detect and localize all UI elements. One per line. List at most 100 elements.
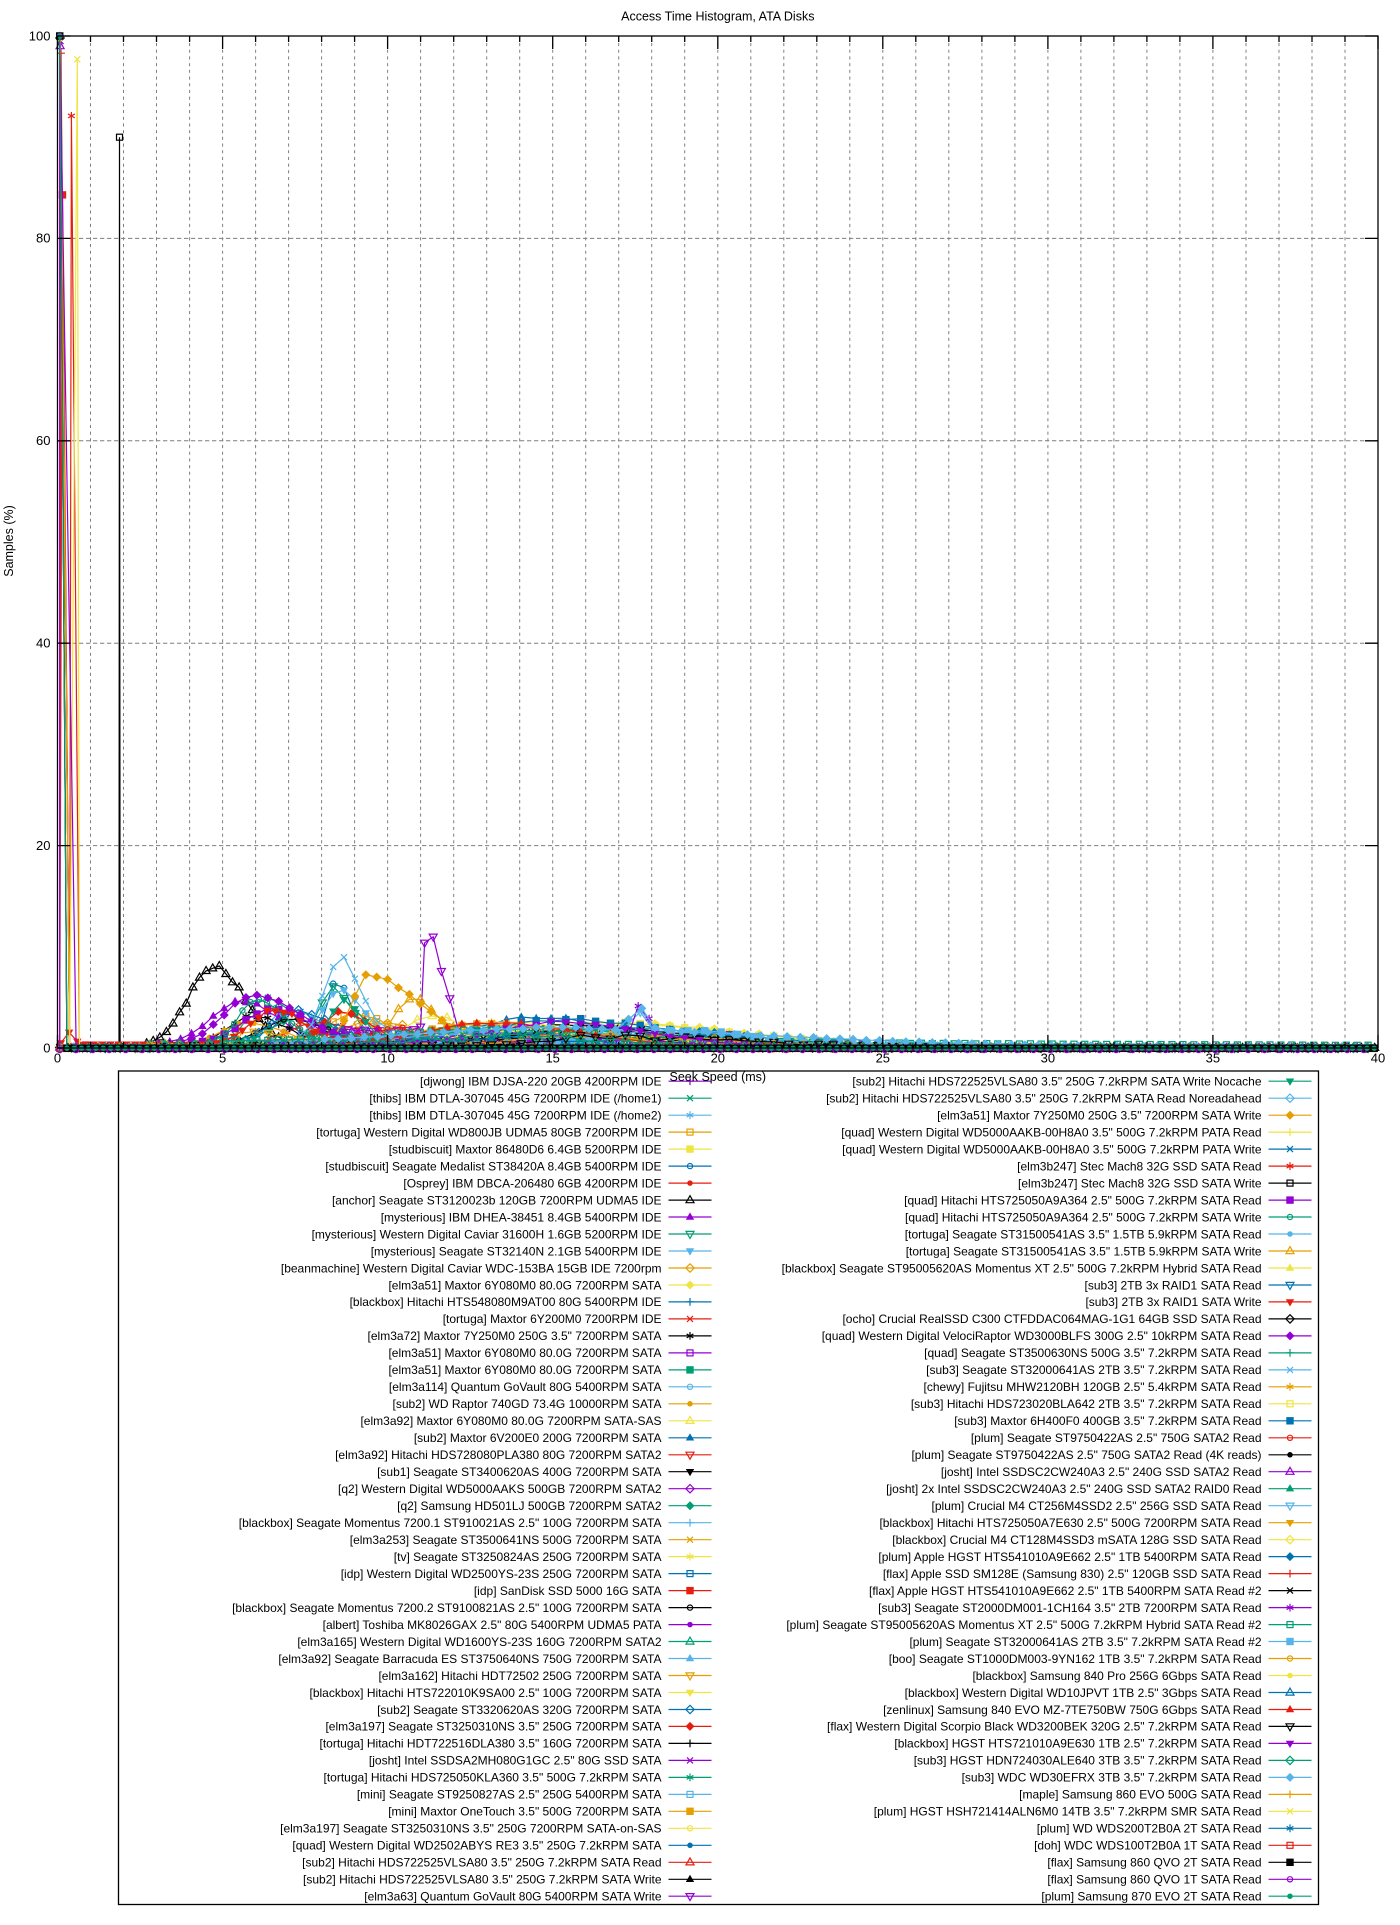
svg-text:[flax] Samsung 860 QVO 2T SATA: [flax] Samsung 860 QVO 2T SATA Read <box>1047 1856 1261 1870</box>
svg-text:[sub3] 2TB 3x RAID1 SATA Write: [sub3] 2TB 3x RAID1 SATA Write <box>1085 1295 1261 1309</box>
svg-text:40: 40 <box>1371 1051 1385 1066</box>
svg-text:[mini] Maxtor OneTouch 3.5" 50: [mini] Maxtor OneTouch 3.5" 500G 7200RPM… <box>388 1805 661 1819</box>
svg-text:[sub1] Seagate ST3400620AS 400: [sub1] Seagate ST3400620AS 400G 7200RPM … <box>377 1465 661 1479</box>
svg-text:[quad] Western Digital WD5000A: [quad] Western Digital WD5000AAKB-00H8A0… <box>842 1142 1262 1156</box>
svg-text:[elm3a51] Maxtor 7Y250M0 250G: [elm3a51] Maxtor 7Y250M0 250G 3.5" 7200R… <box>937 1109 1262 1123</box>
svg-text:[elm3a92] Hitachi HDS728080PLA: [elm3a92] Hitachi HDS728080PLA380 80G 72… <box>335 1448 662 1462</box>
svg-text:[sub2] Maxtor 6V200E0 200G 720: [sub2] Maxtor 6V200E0 200G 7200RPM SATA <box>414 1431 662 1445</box>
svg-text:40: 40 <box>36 636 50 651</box>
svg-text:[elm3a92] Maxtor 6Y080M0 80.0G: [elm3a92] Maxtor 6Y080M0 80.0G 7200RPM S… <box>360 1414 661 1428</box>
svg-text:[josht] 2x Intel SSDSC2CW240A3: [josht] 2x Intel SSDSC2CW240A3 2.5" 240G… <box>886 1482 1261 1496</box>
svg-text:[tv] Seagate ST3250824AS 250G: [tv] Seagate ST3250824AS 250G 7200RPM SA… <box>394 1550 662 1564</box>
svg-text:[plum] HGST HSH721414ALN6M0 14: [plum] HGST HSH721414ALN6M0 14TB 3.5" 7.… <box>874 1805 1262 1819</box>
svg-text:[sub3] 2TB 3x RAID1 SATA Read: [sub3] 2TB 3x RAID1 SATA Read <box>1085 1278 1262 1292</box>
svg-text:10: 10 <box>380 1051 394 1066</box>
svg-text:[q2] Samsung HD501LJ 500GB 720: [q2] Samsung HD501LJ 500GB 7200RPM SATA2 <box>397 1499 662 1513</box>
svg-text:[plum] WD WDS200T2B0A 2T SATA: [plum] WD WDS200T2B0A 2T SATA Read <box>1037 1822 1262 1836</box>
svg-text:[sub3] Hitachi HDS723020BLA642: [sub3] Hitachi HDS723020BLA642 2TB 3.5" … <box>911 1397 1262 1411</box>
svg-text:[sub2] Hitachi HDS722525VLSA80: [sub2] Hitachi HDS722525VLSA80 3.5" 250G… <box>852 1075 1261 1089</box>
svg-text:[quad] Western Digital WD5000A: [quad] Western Digital WD5000AAKB-00H8A0… <box>841 1125 1261 1139</box>
svg-text:[elm3a51] Maxtor 6Y080M0 80.0G: [elm3a51] Maxtor 6Y080M0 80.0G 7200RPM S… <box>388 1363 661 1377</box>
svg-text:[anchor] Seagate ST3120023b 12: [anchor] Seagate ST3120023b 120GB 7200RP… <box>332 1193 662 1207</box>
svg-text:[quad] Hitachi HTS725050A9A364: [quad] Hitachi HTS725050A9A364 2.5" 500G… <box>904 1193 1261 1207</box>
svg-text:[plum] Samsung 870 EVO 2T SATA: [plum] Samsung 870 EVO 2T SATA Read <box>1041 1890 1261 1904</box>
svg-text:[q2] Western Digital WD5000AAK: [q2] Western Digital WD5000AAKS 500GB 72… <box>338 1482 662 1496</box>
svg-text:[quad] Hitachi HTS725050A9A364: [quad] Hitachi HTS725050A9A364 2.5" 500G… <box>905 1210 1262 1224</box>
svg-text:[plum] Seagate ST32000641AS 2T: [plum] Seagate ST32000641AS 2TB 3.5" 7.2… <box>909 1635 1261 1649</box>
svg-text:[elm3a51] Maxtor 6Y080M0 80.0G: [elm3a51] Maxtor 6Y080M0 80.0G 7200RPM S… <box>388 1346 661 1360</box>
svg-text:[maple] Samsung 860 EVO 500G S: [maple] Samsung 860 EVO 500G SATA Read <box>1019 1788 1261 1802</box>
svg-text:[ocho] Crucial RealSSD C300 CT: [ocho] Crucial RealSSD C300 CTFDDAC064MA… <box>842 1312 1261 1326</box>
svg-text:[mysterious] Western Digital C: [mysterious] Western Digital Caviar 3160… <box>312 1227 662 1241</box>
svg-text:[elm3a165] Western Digital WD1: [elm3a165] Western Digital WD1600YS-23S … <box>297 1635 662 1649</box>
svg-text:[sub2] Seagate ST3320620AS 320: [sub2] Seagate ST3320620AS 320G 7200RPM … <box>377 1703 661 1717</box>
svg-text:Access Time Histogram, ATA Dis: Access Time Histogram, ATA Disks <box>621 9 814 23</box>
svg-text:[tortuga] Seagate ST31500541AS: [tortuga] Seagate ST31500541AS 3.5" 1.5T… <box>906 1244 1262 1258</box>
svg-text:[mysterious] IBM DHEA-38451 8.: [mysterious] IBM DHEA-38451 8.4GB 5400RP… <box>381 1210 662 1224</box>
svg-text:[plum] Seagate ST9750422AS 2.5: [plum] Seagate ST9750422AS 2.5" 750G SAT… <box>911 1448 1261 1462</box>
svg-text:[elm3a114] Quantum GoVault 80G: [elm3a114] Quantum GoVault 80G 5400RPM S… <box>389 1380 662 1394</box>
svg-text:[sub3] Seagate ST32000641AS 2T: [sub3] Seagate ST32000641AS 2TB 3.5" 7.2… <box>926 1363 1261 1377</box>
svg-text:[tortuga] Hitachi HDS725050KLA: [tortuga] Hitachi HDS725050KLA360 3.5" 5… <box>324 1771 662 1785</box>
svg-text:20: 20 <box>711 1051 725 1066</box>
svg-text:[plum] Crucial M4 CT256M4SSD2: [plum] Crucial M4 CT256M4SSD2 2.5" 256G … <box>932 1499 1262 1513</box>
svg-text:[Osprey] IBM DBCA-206480 6GB 4: [Osprey] IBM DBCA-206480 6GB 4200RPM IDE <box>403 1176 661 1190</box>
svg-text:[sub2] Hitachi HDS722525VLSA80: [sub2] Hitachi HDS722525VLSA80 3.5" 250G… <box>826 1092 1261 1106</box>
svg-text:[sub3] HGST HDN724030ALE640 3T: [sub3] HGST HDN724030ALE640 3TB 3.5" 7.2… <box>914 1754 1262 1768</box>
svg-text:[boo] Seagate ST1000DM003-9YN1: [boo] Seagate ST1000DM003-9YN162 1TB 3.5… <box>889 1652 1262 1666</box>
svg-text:[sub2] Hitachi HDS722525VLSA80: [sub2] Hitachi HDS722525VLSA80 3.5" 250G… <box>303 1873 662 1887</box>
svg-text:[blackbox] Hitachi HTS725050A7: [blackbox] Hitachi HTS725050A7E630 2.5" … <box>879 1516 1261 1530</box>
svg-text:25: 25 <box>876 1051 890 1066</box>
svg-text:[tortuga] Hitachi HDT722516DLA: [tortuga] Hitachi HDT722516DLA380 3.5" 1… <box>320 1737 662 1751</box>
svg-text:[mini] Seagate ST9250827AS 2.5: [mini] Seagate ST9250827AS 2.5" 250G 540… <box>357 1788 662 1802</box>
svg-text:[blackbox] Western Digital WD1: [blackbox] Western Digital WD10JPVT 1TB … <box>905 1686 1262 1700</box>
svg-text:[blackbox] Hitachi HTS722010K9: [blackbox] Hitachi HTS722010K9SA00 2.5" … <box>309 1686 661 1700</box>
svg-text:5: 5 <box>219 1051 226 1066</box>
svg-text:[tortuga] Western Digital WD80: [tortuga] Western Digital WD800JB UDMA5 … <box>316 1125 661 1139</box>
svg-text:[josht] Intel SSDSA2MH080G1GC: [josht] Intel SSDSA2MH080G1GC 2.5" 80G S… <box>369 1754 662 1768</box>
svg-text:[idp] SanDisk SSD 5000 16G SAT: [idp] SanDisk SSD 5000 16G SATA <box>474 1584 662 1598</box>
svg-text:[elm3b247] Stec Mach8 32G SSD: [elm3b247] Stec Mach8 32G SSD SATA Read <box>1017 1159 1261 1173</box>
svg-text:[plum] Apple HGST HTS541010A9E: [plum] Apple HGST HTS541010A9E662 2.5" 1… <box>878 1550 1261 1564</box>
svg-text:[sub3] WDC WD30EFRX 3TB 3.5" 7: [sub3] WDC WD30EFRX 3TB 3.5" 7.2kRPM SAT… <box>962 1771 1262 1785</box>
svg-text:[thibs] IBM DTLA-307045 45G 72: [thibs] IBM DTLA-307045 45G 7200RPM IDE … <box>369 1109 661 1123</box>
svg-text:[beanmachine] Western Digital: [beanmachine] Western Digital Caviar WDC… <box>281 1261 662 1275</box>
svg-text:[blackbox] Seagate Momentus 72: [blackbox] Seagate Momentus 7200.1 ST910… <box>239 1516 662 1530</box>
svg-text:[mysterious] Seagate ST32140N: [mysterious] Seagate ST32140N 2.1GB 5400… <box>371 1244 662 1258</box>
svg-text:[plum] Seagate ST95005620AS Mo: [plum] Seagate ST95005620AS Momentus XT … <box>786 1618 1262 1632</box>
svg-text:[sub3] Seagate ST2000DM001-1CH: [sub3] Seagate ST2000DM001-1CH164 3.5" 2… <box>878 1601 1261 1615</box>
svg-text:[blackbox] Samsung 840 Pro 256: [blackbox] Samsung 840 Pro 256G 6Gbps SA… <box>972 1669 1261 1683</box>
svg-text:35: 35 <box>1206 1051 1220 1066</box>
svg-text:[chewy] Fujitsu MHW2120BH 120G: [chewy] Fujitsu MHW2120BH 120GB 2.5" 5.4… <box>924 1380 1262 1394</box>
svg-text:[flax] Apple HGST HTS541010A9E: [flax] Apple HGST HTS541010A9E662 2.5" 1… <box>869 1584 1262 1598</box>
svg-text:[quad] Seagate ST3500630NS 500: [quad] Seagate ST3500630NS 500G 3.5" 7.2… <box>924 1346 1261 1360</box>
svg-text:[tortuga] Maxtor 6Y200M0 7200R: [tortuga] Maxtor 6Y200M0 7200RPM IDE <box>443 1312 662 1326</box>
svg-text:[elm3a162] Hitachi HDT72502 25: [elm3a162] Hitachi HDT72502 250G 7200RPM… <box>378 1669 661 1683</box>
svg-text:[blackbox] Seagate ST95005620A: [blackbox] Seagate ST95005620AS Momentus… <box>782 1261 1262 1275</box>
svg-text:[albert] Toshiba MK8026GAX 2.5: [albert] Toshiba MK8026GAX 2.5" 80G 5400… <box>323 1618 662 1632</box>
svg-text:[quad] Western Digital WD2502A: [quad] Western Digital WD2502ABYS RE3 3.… <box>292 1839 661 1853</box>
svg-text:[quad] Western Digital VelociR: [quad] Western Digital VelociRaptor WD30… <box>822 1329 1262 1343</box>
svg-text:[flax] Western Digital Scorpio: [flax] Western Digital Scorpio Black WD3… <box>827 1720 1261 1734</box>
svg-text:100: 100 <box>29 28 51 43</box>
svg-text:[sub2] Hitachi HDS722525VLSA80: [sub2] Hitachi HDS722525VLSA80 3.5" 250G… <box>302 1856 661 1870</box>
svg-text:[blackbox] Hitachi HTS548080M9: [blackbox] Hitachi HTS548080M9AT00 80G 5… <box>350 1295 662 1309</box>
svg-text:[doh] WDC WDS100T2B0A 1T SATA: [doh] WDC WDS100T2B0A 1T SATA Read <box>1034 1839 1261 1853</box>
svg-text:0: 0 <box>43 1040 50 1055</box>
svg-text:[elm3a92] Seagate Barracuda ES: [elm3a92] Seagate Barracuda ES ST3750640… <box>278 1652 661 1666</box>
svg-text:[elm3a72] Maxtor 7Y250M0 250G: [elm3a72] Maxtor 7Y250M0 250G 3.5" 7200R… <box>368 1329 662 1343</box>
svg-text:[tortuga] Seagate ST31500541AS: [tortuga] Seagate ST31500541AS 3.5" 1.5T… <box>905 1227 1262 1241</box>
svg-text:[zenlinux] Samsung 840 EVO MZ-: [zenlinux] Samsung 840 EVO MZ-7TE750BW 7… <box>883 1703 1261 1717</box>
svg-text:0: 0 <box>54 1051 61 1066</box>
svg-text:[josht] Intel SSDSC2CW240A3 2.: [josht] Intel SSDSC2CW240A3 2.5" 240G SS… <box>941 1465 1262 1479</box>
svg-text:[sub3] Maxtor 6H400F0 400GB 3.: [sub3] Maxtor 6H400F0 400GB 3.5" 7.2kRPM… <box>954 1414 1261 1428</box>
svg-text:15: 15 <box>545 1051 559 1066</box>
svg-text:[sub2] WD Raptor 740GD 73.4G 1: [sub2] WD Raptor 740GD 73.4G 10000RPM SA… <box>392 1397 661 1411</box>
svg-text:[studbiscuit] Maxtor 86480D6 6: [studbiscuit] Maxtor 86480D6 6.4GB 5200R… <box>389 1142 662 1156</box>
svg-text:[djwong] IBM DJSA-220 20GB 420: [djwong] IBM DJSA-220 20GB 4200RPM IDE <box>420 1075 661 1089</box>
svg-text:[elm3a197] Seagate ST3250310NS: [elm3a197] Seagate ST3250310NS 3.5" 250G… <box>325 1720 661 1734</box>
svg-text:[plum] Seagate ST9750422AS 2.5: [plum] Seagate ST9750422AS 2.5" 750G SAT… <box>971 1431 1262 1445</box>
svg-text:[elm3a51] Maxtor 6Y080M0 80.0G: [elm3a51] Maxtor 6Y080M0 80.0G 7200RPM S… <box>388 1278 661 1292</box>
svg-text:[idp] Western Digital WD2500YS: [idp] Western Digital WD2500YS-23S 250G … <box>341 1567 662 1581</box>
svg-text:[blackbox] Crucial M4 CT128M4S: [blackbox] Crucial M4 CT128M4SSD3 mSATA … <box>892 1533 1261 1547</box>
